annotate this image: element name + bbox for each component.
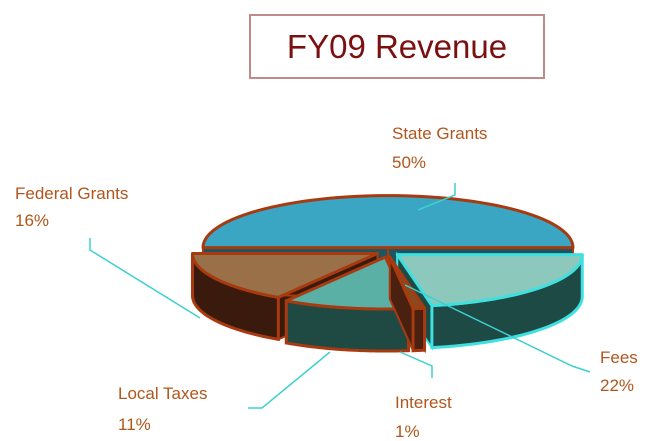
value-label: 22% — [600, 376, 634, 395]
category-label: State Grants — [392, 124, 487, 143]
leader-line — [399, 351, 433, 378]
slice-top — [190, 251, 379, 299]
value-label: 11% — [118, 415, 151, 434]
leader-line — [417, 183, 456, 211]
value-label: 16% — [15, 211, 49, 230]
slice-top — [388, 255, 427, 311]
labels: State Grants 50% Fees 22% Interest 1% Local Ta… — [15, 124, 638, 441]
slice — [395, 251, 584, 351]
pie — [190, 194, 584, 354]
value-label: 50% — [392, 153, 426, 172]
slice-top — [395, 253, 584, 308]
category-label: Federal Grants — [15, 184, 128, 203]
value-label: 1% — [395, 422, 420, 441]
category-label: Local Taxes — [118, 384, 207, 403]
slice-top — [284, 255, 411, 311]
slice-side — [411, 306, 427, 353]
category-label: Interest — [395, 393, 452, 412]
slice-top — [201, 194, 575, 250]
leader-line — [89, 238, 201, 319]
title-box — [249, 14, 545, 79]
category-label: Fees — [600, 348, 638, 367]
slice — [388, 253, 427, 354]
leader-line — [248, 351, 331, 409]
chart-title: FY09 Revenue — [287, 28, 507, 65]
leader-line — [404, 284, 591, 373]
